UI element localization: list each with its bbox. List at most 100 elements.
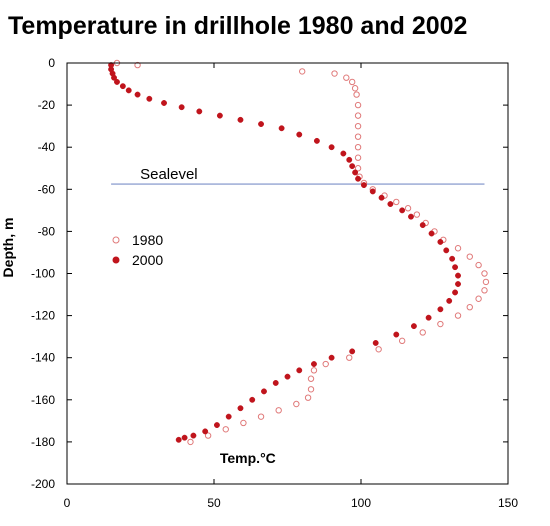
sealevel-label: Sealevel — [140, 166, 198, 183]
data-point-1980 — [413, 211, 421, 218]
data-point-2000 — [360, 182, 367, 189]
data-point-1980 — [134, 61, 141, 69]
data-point-2000 — [272, 380, 279, 386]
x-axis-label: Temp.°C — [220, 450, 276, 466]
y-tick-label: -180 — [31, 435, 55, 449]
data-point-2000 — [202, 428, 209, 435]
data-point-1980 — [404, 205, 412, 212]
data-point-2000 — [237, 405, 244, 412]
data-point-2000 — [352, 169, 359, 176]
data-point-1980 — [351, 85, 359, 92]
data-point-2000 — [399, 207, 406, 214]
data-point-2000 — [119, 83, 126, 90]
data-point-2000 — [340, 150, 347, 157]
data-point-1980 — [482, 278, 490, 286]
data-point-1980 — [419, 329, 426, 336]
y-tick-label: -120 — [31, 309, 55, 323]
y-tick-label: -160 — [31, 393, 55, 407]
data-point-1980 — [454, 245, 462, 252]
data-point-2000 — [346, 156, 353, 163]
data-point-1980 — [481, 270, 488, 277]
data-point-2000 — [284, 373, 291, 380]
data-point-2000 — [146, 95, 153, 102]
data-point-2000 — [278, 125, 285, 132]
data-point-2000 — [213, 422, 220, 429]
data-point-2000 — [437, 238, 444, 245]
legend: 1980 2000 — [112, 232, 163, 268]
data-point-2000 — [190, 432, 197, 439]
data-point-1980 — [304, 394, 312, 401]
data-point-2000 — [111, 74, 117, 81]
data-point-2000 — [296, 367, 303, 374]
y-tick-label: 0 — [48, 56, 55, 70]
data-point-1980 — [187, 438, 194, 446]
data-point-2000 — [181, 434, 188, 441]
x-tick-label: 0 — [64, 496, 71, 510]
data-point-1980 — [293, 400, 300, 408]
data-point-2000 — [378, 194, 385, 201]
data-point-1980 — [481, 287, 488, 294]
data-point-2000 — [178, 104, 185, 111]
data-point-2000 — [393, 331, 400, 338]
data-point-2000 — [114, 78, 120, 85]
data-point-1980 — [354, 101, 362, 109]
data-point-2000 — [328, 354, 335, 361]
data-point-1980 — [240, 419, 247, 427]
y-tick-label: -60 — [38, 182, 56, 196]
data-point-2000 — [428, 230, 435, 237]
x-axis: 0 50 100 150 — [64, 63, 518, 510]
data-point-2000 — [261, 388, 267, 395]
data-point-2000 — [369, 188, 376, 195]
data-point-2000 — [249, 396, 256, 403]
y-tick-label: -140 — [31, 351, 55, 365]
data-point-2000 — [258, 121, 264, 127]
series-1980 — [113, 59, 490, 446]
data-point-1980 — [275, 407, 282, 414]
data-point-1980 — [343, 74, 350, 81]
data-point-2000 — [372, 340, 379, 346]
data-point-2000 — [216, 112, 223, 119]
data-point-2000 — [446, 297, 453, 304]
data-point-2000 — [449, 255, 456, 262]
data-point-2000 — [161, 100, 167, 106]
y-tick-label: -40 — [38, 140, 56, 154]
data-point-2000 — [387, 201, 394, 207]
plot-area: Sealevel — [108, 59, 490, 446]
x-tick-label: 100 — [351, 496, 371, 510]
data-point-1980 — [437, 320, 444, 328]
data-point-1980 — [375, 346, 382, 353]
chart-title: Temperature in drillhole 1980 and 2002 — [8, 12, 468, 40]
data-point-2000 — [455, 281, 461, 287]
data-point-1980 — [307, 386, 315, 393]
data-point-1980 — [204, 432, 212, 439]
data-point-1980 — [299, 68, 306, 75]
data-point-1980 — [354, 165, 362, 172]
data-point-2000 — [311, 361, 317, 367]
legend-marker-1980 — [112, 236, 120, 244]
data-point-2000 — [328, 144, 335, 151]
data-point-2000 — [455, 272, 461, 279]
data-point-1980 — [310, 367, 318, 374]
data-point-2000 — [225, 413, 232, 420]
data-point-1980 — [353, 91, 360, 98]
data-point-1980 — [331, 70, 338, 77]
y-axis: 0 -20 -40 -60 -80 -100 -120 -140 -160 -180 -200 — [31, 56, 508, 491]
sealevel-layer: Sealevel — [111, 166, 485, 185]
data-point-1980 — [354, 133, 362, 140]
data-point-1980 — [393, 198, 400, 206]
data-point-1980 — [307, 375, 315, 382]
data-point-2000 — [425, 314, 432, 321]
data-point-2000 — [175, 436, 182, 443]
x-tick-label: 50 — [207, 496, 221, 510]
data-point-2000 — [125, 87, 132, 94]
y-tick-label: -80 — [38, 224, 56, 238]
data-point-2000 — [452, 264, 459, 271]
data-point-2000 — [355, 175, 362, 182]
data-point-1980 — [348, 78, 356, 86]
y-tick-label: -200 — [31, 477, 55, 491]
data-point-2000 — [419, 222, 426, 229]
legend-label-2000: 2000 — [132, 252, 163, 268]
data-point-2000 — [237, 116, 244, 123]
data-point-2000 — [349, 163, 356, 170]
